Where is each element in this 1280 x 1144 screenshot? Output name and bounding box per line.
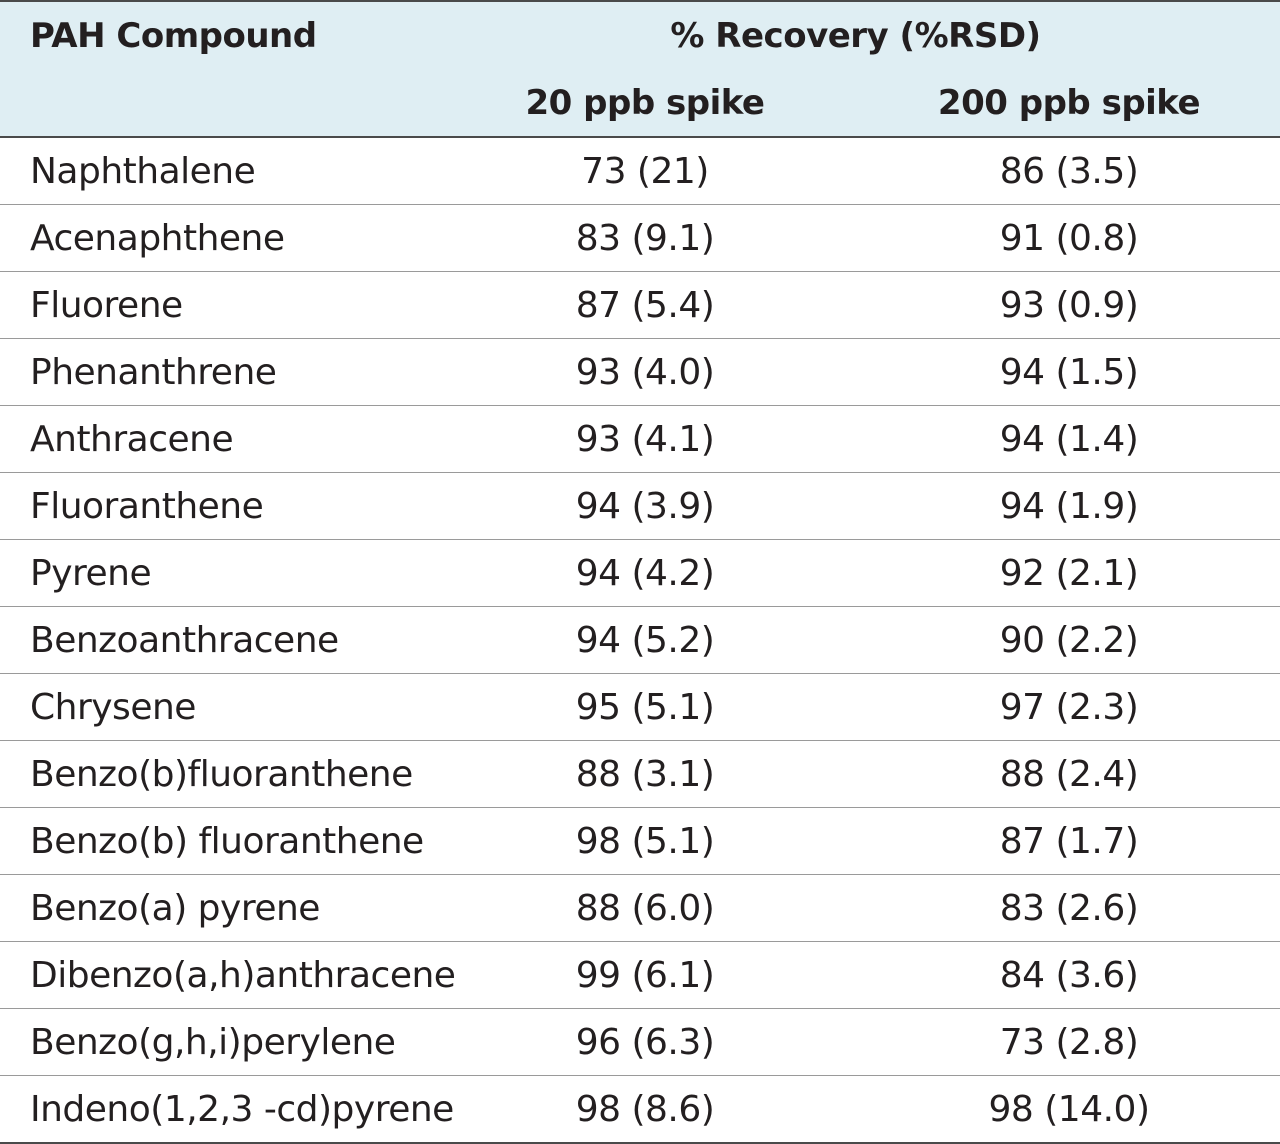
spike-200-cell: 92 (2.1)	[858, 539, 1280, 607]
compound-cell: Acenaphthene	[0, 204, 432, 272]
spike-200-cell: 97 (2.3)	[858, 673, 1280, 741]
compound-cell: Fluorene	[0, 271, 432, 339]
spike-20-cell: 94 (4.2)	[432, 539, 858, 607]
spike-200-cell: 88 (2.4)	[858, 740, 1280, 808]
spike-200-cell: 90 (2.2)	[858, 606, 1280, 674]
spike-200-cell: 84 (3.6)	[858, 941, 1280, 1009]
spike-20-cell: 88 (6.0)	[432, 874, 858, 942]
header-row-2: 20 ppb spike 200 ppb spike	[0, 70, 1280, 138]
table-row: Benzo(a) pyrene 88 (6.0) 83 (2.6)	[0, 874, 1280, 942]
header-row-1: PAH Compound % Recovery (%RSD)	[0, 0, 1280, 70]
compound-cell: Benzo(a) pyrene	[0, 874, 432, 942]
spike-200-cell: 73 (2.8)	[858, 1008, 1280, 1076]
spike-200-cell: 94 (1.5)	[858, 338, 1280, 406]
compound-cell: Dibenzo(a,h)anthracene	[0, 941, 456, 1009]
table-row: Benzo(b)fluoranthene 88 (3.1) 88 (2.4)	[0, 740, 1280, 808]
compound-cell: Chrysene	[0, 673, 432, 741]
header-recovery-group: % Recovery (%RSD)	[432, 0, 1280, 70]
table-row: Phenanthrene 93 (4.0) 94 (1.5)	[0, 338, 1280, 406]
header-empty-cell	[0, 70, 432, 138]
table-row: Anthracene 93 (4.1) 94 (1.4)	[0, 405, 1280, 473]
spike-20-cell: 96 (6.3)	[432, 1008, 858, 1076]
table-row: Benzoanthracene 94 (5.2) 90 (2.2)	[0, 606, 1280, 674]
spike-20-cell: 94 (5.2)	[432, 606, 858, 674]
spike-20-cell: 93 (4.0)	[432, 338, 858, 406]
table-row: Benzo(g,h,i)perylene 96 (6.3) 73 (2.8)	[0, 1008, 1280, 1076]
table-row: Benzo(b) fluoranthene 98 (5.1) 87 (1.7)	[0, 807, 1280, 875]
spike-200-cell: 93 (0.9)	[858, 271, 1280, 339]
table-row: Dibenzo(a,h)anthracene 99 (6.1) 84 (3.6)	[0, 941, 1280, 1009]
spike-20-cell: 95 (5.1)	[432, 673, 858, 741]
header-200ppb: 200 ppb spike	[858, 70, 1280, 138]
table-row: Fluoranthene 94 (3.9) 94 (1.9)	[0, 472, 1280, 540]
table-row: Fluorene 87 (5.4) 93 (0.9)	[0, 271, 1280, 339]
spike-200-cell: 91 (0.8)	[858, 204, 1280, 272]
compound-cell: Benzo(b)fluoranthene	[0, 740, 432, 808]
spike-200-cell: 94 (1.9)	[858, 472, 1280, 540]
spike-200-cell: 94 (1.4)	[858, 405, 1280, 473]
table-row: Indeno(1,2,3 -cd)pyrene 98 (8.6) 98 (14.0)	[0, 1075, 1280, 1144]
header-compound: PAH Compound	[0, 0, 432, 70]
spike-20-cell: 83 (9.1)	[432, 204, 858, 272]
spike-20-cell: 73 (21)	[432, 137, 858, 205]
compound-cell: Benzo(g,h,i)perylene	[0, 1008, 432, 1076]
spike-20-cell: 93 (4.1)	[432, 405, 858, 473]
spike-20-cell: 94 (3.9)	[432, 472, 858, 540]
spike-20-cell: 98 (5.1)	[432, 807, 858, 875]
spike-20-cell: 99 (6.1)	[432, 941, 858, 1009]
compound-cell: Indeno(1,2,3 -cd)pyrene	[0, 1075, 454, 1144]
spike-20-cell: 98 (8.6)	[432, 1075, 858, 1144]
spike-200-cell: 86 (3.5)	[858, 137, 1280, 205]
header-20ppb: 20 ppb spike	[432, 70, 858, 138]
table-row: Acenaphthene 83 (9.1) 91 (0.8)	[0, 204, 1280, 272]
compound-cell: Fluoranthene	[0, 472, 432, 540]
spike-20-cell: 87 (5.4)	[432, 271, 858, 339]
table-body: Naphthalene 73 (21) 86 (3.5) Acenaphthene 83…	[0, 137, 1280, 1144]
compound-cell: Naphthalene	[0, 137, 432, 205]
table-header: PAH Compound % Recovery (%RSD) 20 ppb sp…	[0, 0, 1280, 138]
table-row: Pyrene 94 (4.2) 92 (2.1)	[0, 539, 1280, 607]
table-row: Naphthalene 73 (21) 86 (3.5)	[0, 137, 1280, 205]
spike-200-cell: 98 (14.0)	[858, 1075, 1280, 1144]
table-row: Chrysene 95 (5.1) 97 (2.3)	[0, 673, 1280, 741]
compound-cell: Benzo(b) fluoranthene	[0, 807, 432, 875]
compound-cell: Phenanthrene	[0, 338, 432, 406]
compound-cell: Anthracene	[0, 405, 432, 473]
spike-200-cell: 87 (1.7)	[858, 807, 1280, 875]
compound-cell: Benzoanthracene	[0, 606, 432, 674]
compound-cell: Pyrene	[0, 539, 432, 607]
spike-20-cell: 88 (3.1)	[432, 740, 858, 808]
spike-200-cell: 83 (2.6)	[858, 874, 1280, 942]
